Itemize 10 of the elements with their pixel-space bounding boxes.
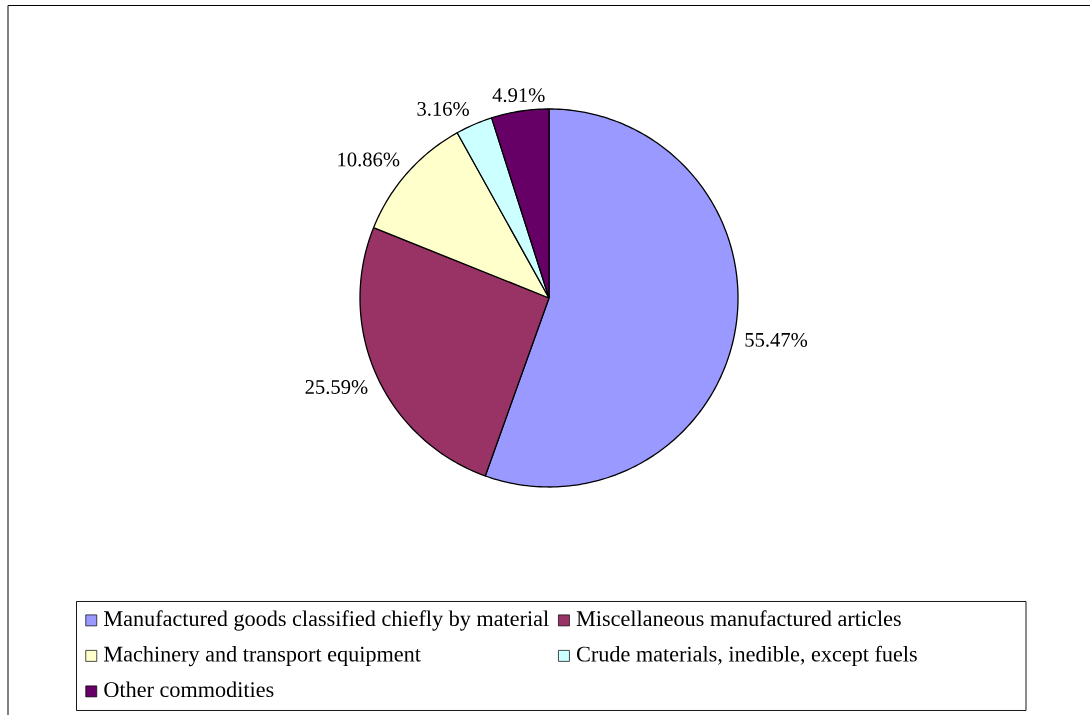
legend-label: Manufactured goods classified chiefly by material (104, 610, 549, 631)
legend-label: Crude materials, inedible, except fuels (577, 645, 917, 667)
data-label: 25.59% (305, 380, 368, 395)
data-label: 4.91% (492, 88, 545, 103)
data-label: 55.47% (745, 332, 808, 347)
legend-label: Other commodities (104, 681, 274, 698)
legend-label: Machinery and transport equipment (104, 645, 421, 667)
data-label: 3.16% (417, 101, 469, 116)
legend-label: Miscellaneous manufactured articles (576, 610, 901, 627)
data-label: 10.86% (338, 152, 400, 167)
